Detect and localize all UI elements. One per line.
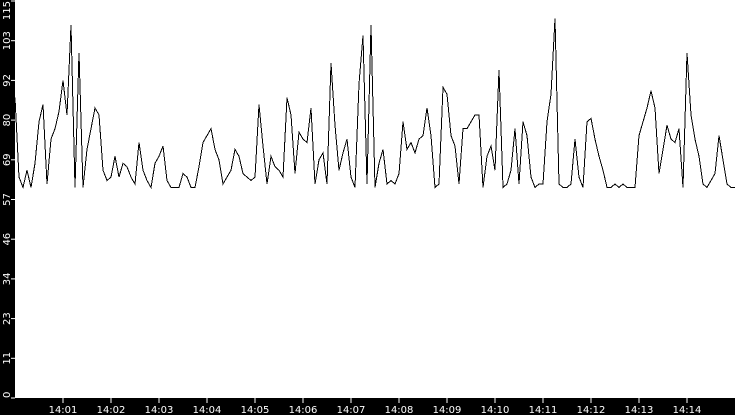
plot-area bbox=[15, 0, 735, 398]
x-tick-label: 14:01 bbox=[49, 405, 78, 415]
x-tick-label: 14:11 bbox=[529, 405, 558, 415]
x-tick-label: 14:05 bbox=[241, 405, 270, 415]
x-tick-label: 14:12 bbox=[577, 405, 606, 415]
x-tick-label: 14:04 bbox=[193, 405, 222, 415]
x-axis: 14:01 14:02 14:03 14:04 14:05 14:06 14:07 14:08… bbox=[49, 398, 702, 415]
x-tick-label: 14:03 bbox=[145, 405, 174, 415]
x-tick-label: 14:10 bbox=[481, 405, 510, 415]
series-line bbox=[14, 18, 735, 190]
y-tick-label: 103 bbox=[2, 31, 13, 50]
x-tick-label: 14:09 bbox=[433, 405, 462, 415]
y-tick-label: 80 bbox=[2, 114, 13, 127]
x-tick-label: 14:13 bbox=[625, 405, 654, 415]
y-tick-label: 69 bbox=[2, 153, 13, 166]
y-tick-label: 115 bbox=[2, 1, 13, 20]
y-tick-label: 46 bbox=[2, 233, 13, 246]
y-tick-label: 57 bbox=[2, 193, 13, 206]
x-tick-label: 14:06 bbox=[289, 405, 318, 415]
x-tick-label: 14:14 bbox=[673, 405, 702, 415]
x-tick-label: 14:08 bbox=[385, 405, 414, 415]
x-tick-label: 14:07 bbox=[337, 405, 366, 415]
y-tick-label: 11 bbox=[2, 352, 13, 365]
y-tick-label: 34 bbox=[2, 273, 13, 286]
y-tick-label: 92 bbox=[2, 74, 13, 87]
y-axis: 0 11 23 34 46 57 69 80 92 103 115 bbox=[2, 0, 15, 399]
y-tick-label: 23 bbox=[2, 312, 13, 325]
x-tick-label: 14:02 bbox=[97, 405, 126, 415]
y-tick-label: 0 bbox=[2, 392, 13, 398]
